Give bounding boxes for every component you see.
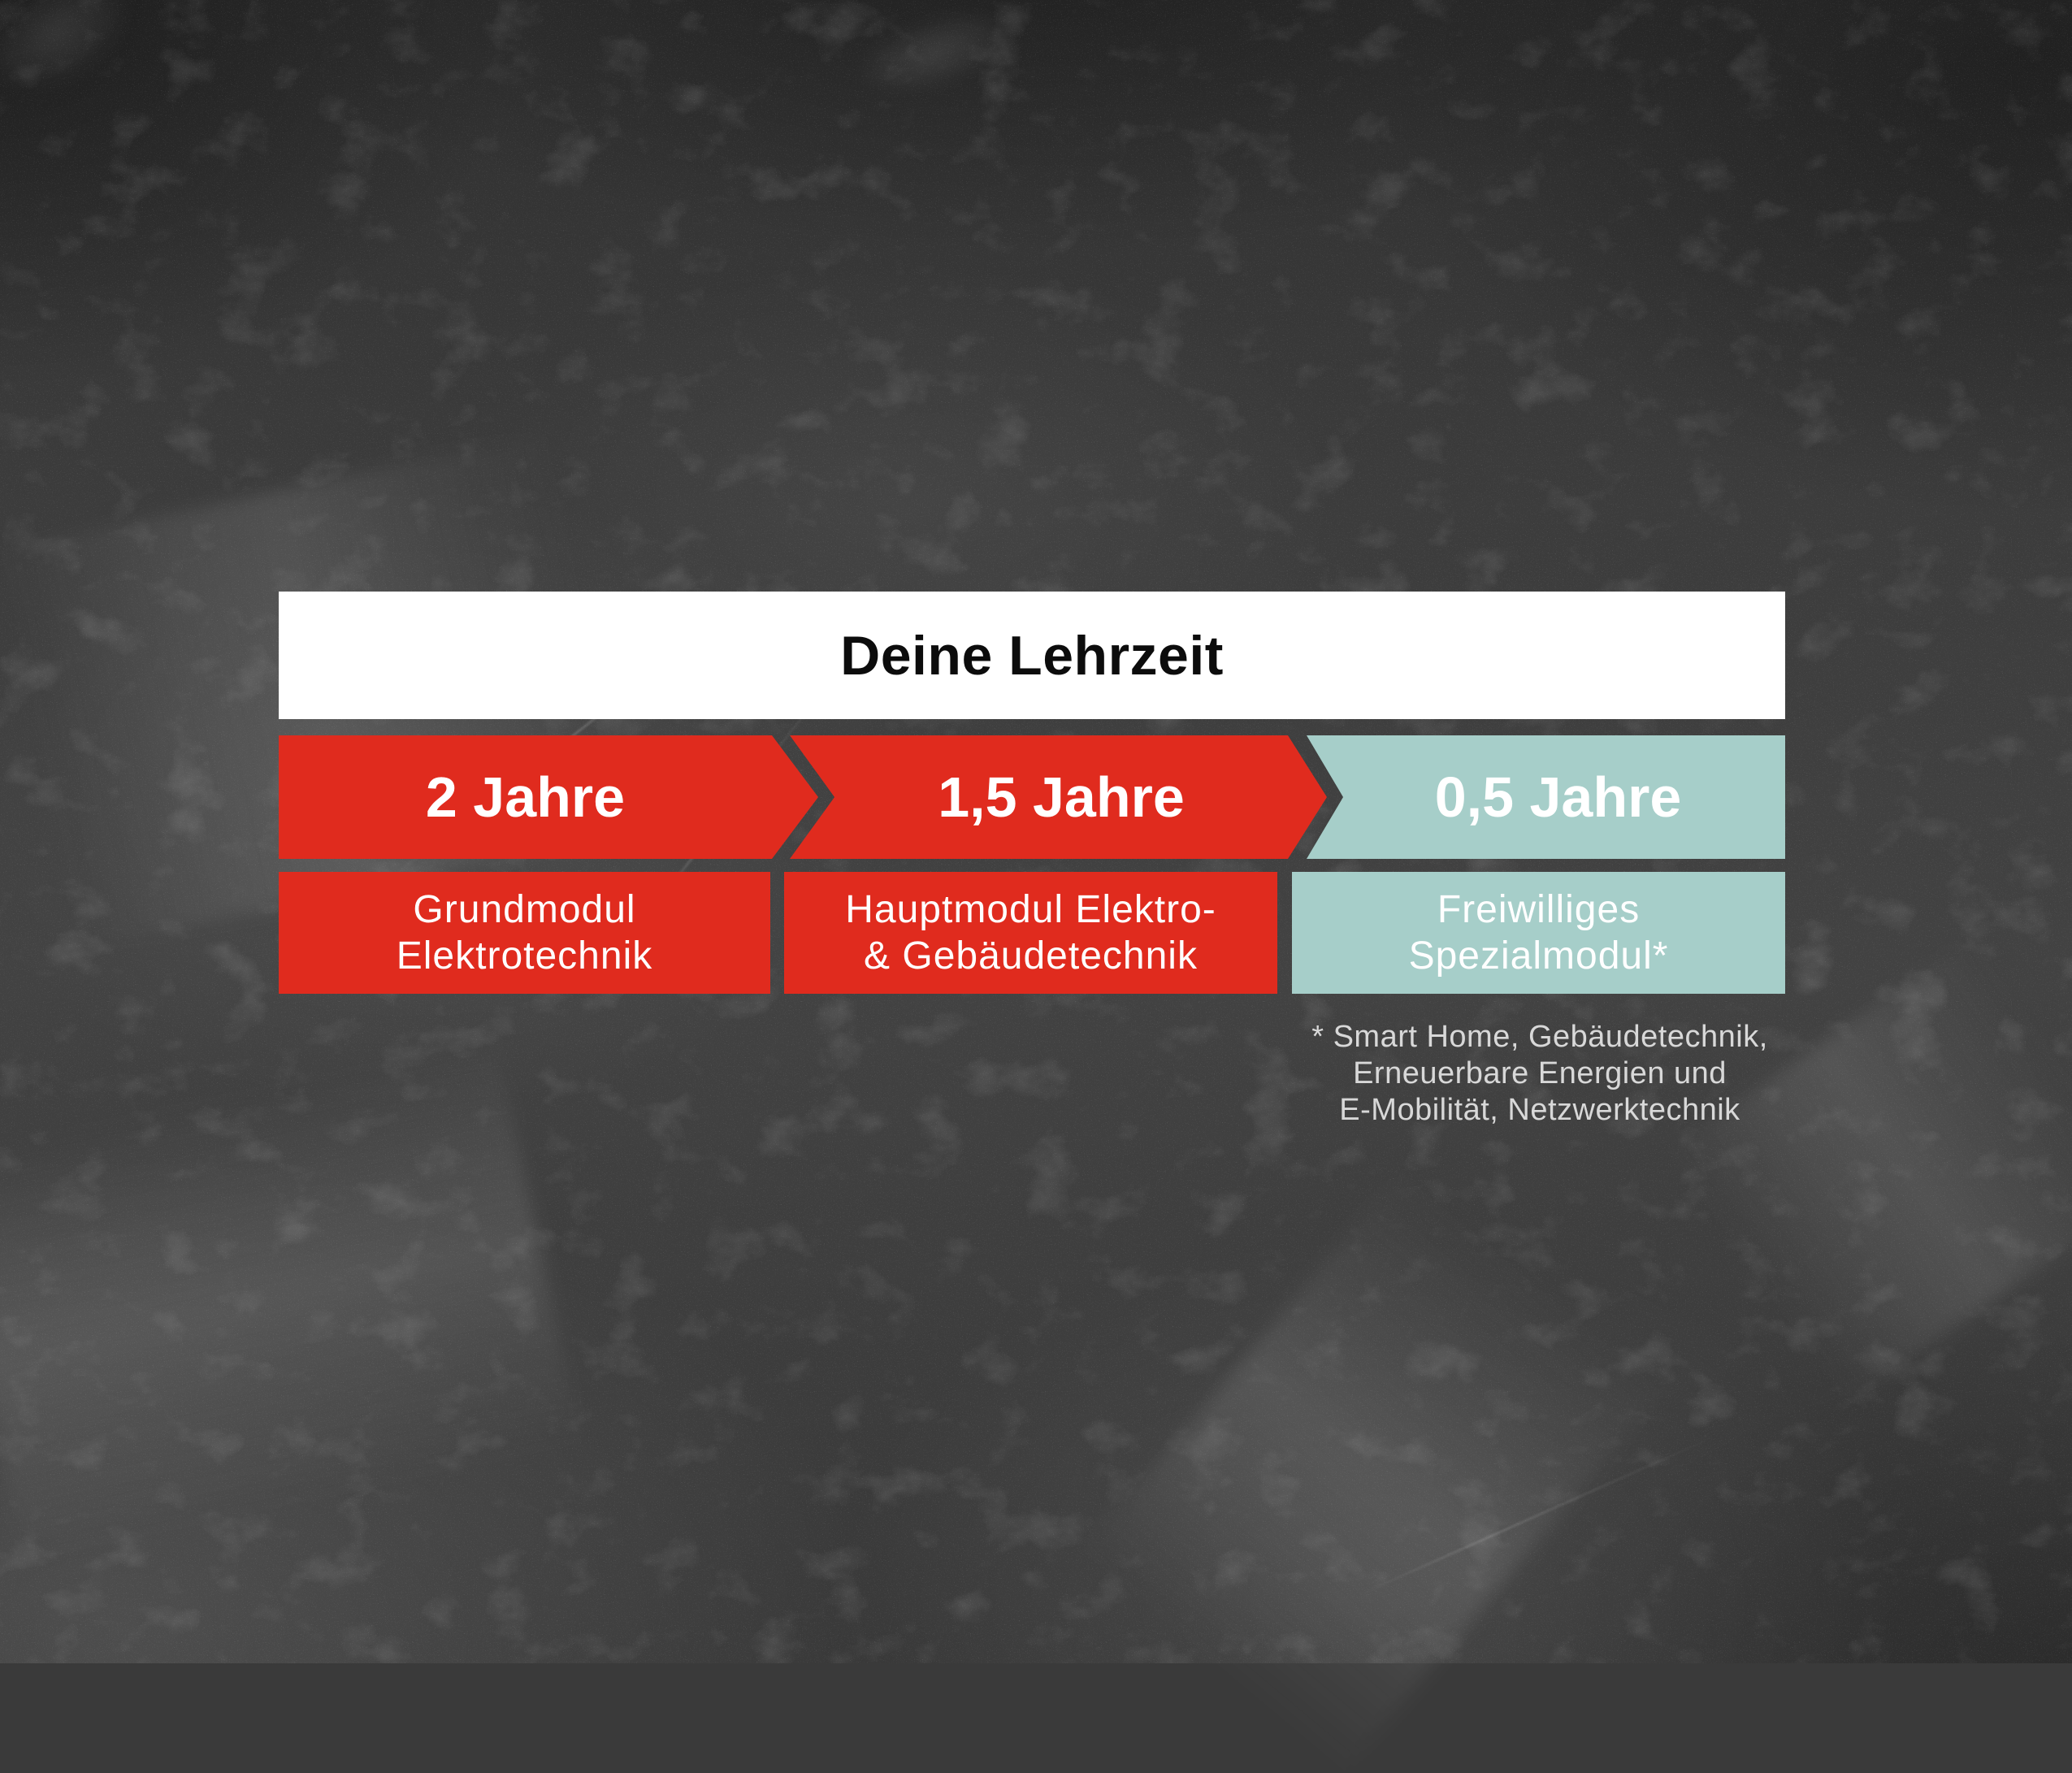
duration-label-3: 0,5 Jahre <box>1434 765 1682 829</box>
duration-label-2: 1,5 Jahre <box>938 765 1185 829</box>
lehrzeit-infographic: Deine Lehrzeit 2 Jahre 1,5 Jahre 0,5 Jah… <box>279 592 1785 1168</box>
module-line: Freiwilliges <box>1437 888 1641 931</box>
module-line: Grundmodul <box>413 888 636 931</box>
module-line: Spezialmodul* <box>1408 934 1669 978</box>
footnote-line: * Smart Home, Gebäudetechnik, <box>1311 1020 1768 1054</box>
timeline-arrow-segment-3: 0,5 Jahre <box>1307 735 1785 859</box>
module-line: Hauptmodul Elektro- <box>845 888 1216 931</box>
footnote-line: E-Mobilität, Netzwerktechnik <box>1339 1093 1740 1127</box>
page-title: Deine Lehrzeit <box>840 624 1224 687</box>
module-line: Elektrotechnik <box>396 934 653 978</box>
duration-label-1: 2 Jahre <box>425 765 626 829</box>
timeline-arrow-segment-1: 2 Jahre <box>279 735 818 859</box>
title-bar: Deine Lehrzeit <box>279 592 1785 719</box>
footnote-line: Erneuerbare Energien und <box>1353 1056 1727 1090</box>
module-line: & Gebäudetechnik <box>864 934 1198 978</box>
module-box-hauptmodul: Hauptmodul Elektro- & Gebäudetechnik <box>784 872 1277 994</box>
module-box-grundmodul: Grundmodul Elektrotechnik <box>279 872 770 994</box>
timeline-arrow-segment-2: 1,5 Jahre <box>790 735 1327 859</box>
footnote: * Smart Home, Gebäudetechnik, Erneuerbar… <box>1280 1019 1800 1129</box>
module-box-spezialmodul: Freiwilliges Spezialmodul* <box>1292 872 1785 994</box>
